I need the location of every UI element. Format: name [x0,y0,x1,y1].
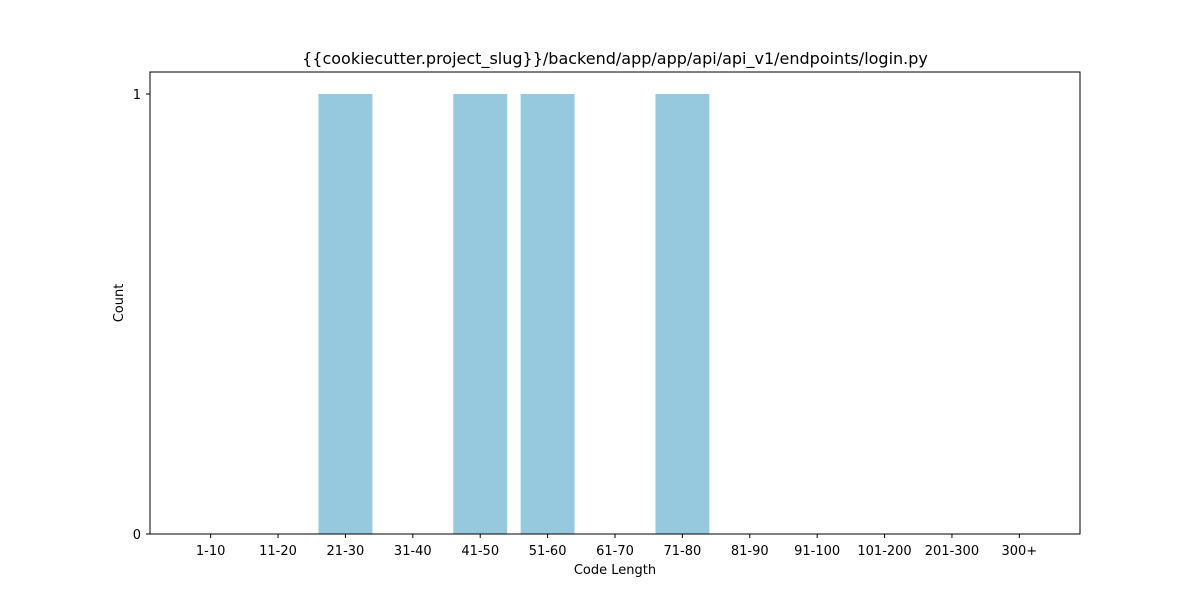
x-axis-label: Code Length [574,563,656,578]
bar-41-50 [453,94,508,534]
x-tick-label: 51-60 [529,544,567,559]
bar-21-30 [318,94,373,534]
x-tick-label: 81-90 [731,544,769,559]
x-tick-label: 300+ [1001,544,1037,559]
x-tick-label: 61-70 [596,544,634,559]
x-tick-label: 1-10 [196,544,226,559]
x-tick-label: 21-30 [327,544,365,559]
y-axis-label: Count [112,284,127,323]
chart-title: {{cookiecutter.project_slug}}/backend/ap… [302,49,928,69]
x-tick-label: 91-100 [794,544,840,559]
bar-51-60 [520,94,575,534]
x-tick-label: 31-40 [394,544,432,559]
y-tick-label: 0 [133,528,141,543]
x-tick-label: 71-80 [664,544,702,559]
plot-frame [149,71,1081,535]
bars-layer [318,94,710,534]
y-tick-label: 1 [133,88,141,103]
x-tick-label: 11-20 [259,544,297,559]
x-tick-label: 101-200 [857,544,911,559]
x-axis: 1-10 11-20 21-30 31-40 41-50 51-60 61-70 71-80 8… [196,534,1037,559]
y-axis: 01 [133,88,150,543]
x-tick-label: 201-300 [925,544,979,559]
x-tick-label: 41-50 [461,544,499,559]
bar-71-80 [655,94,710,534]
